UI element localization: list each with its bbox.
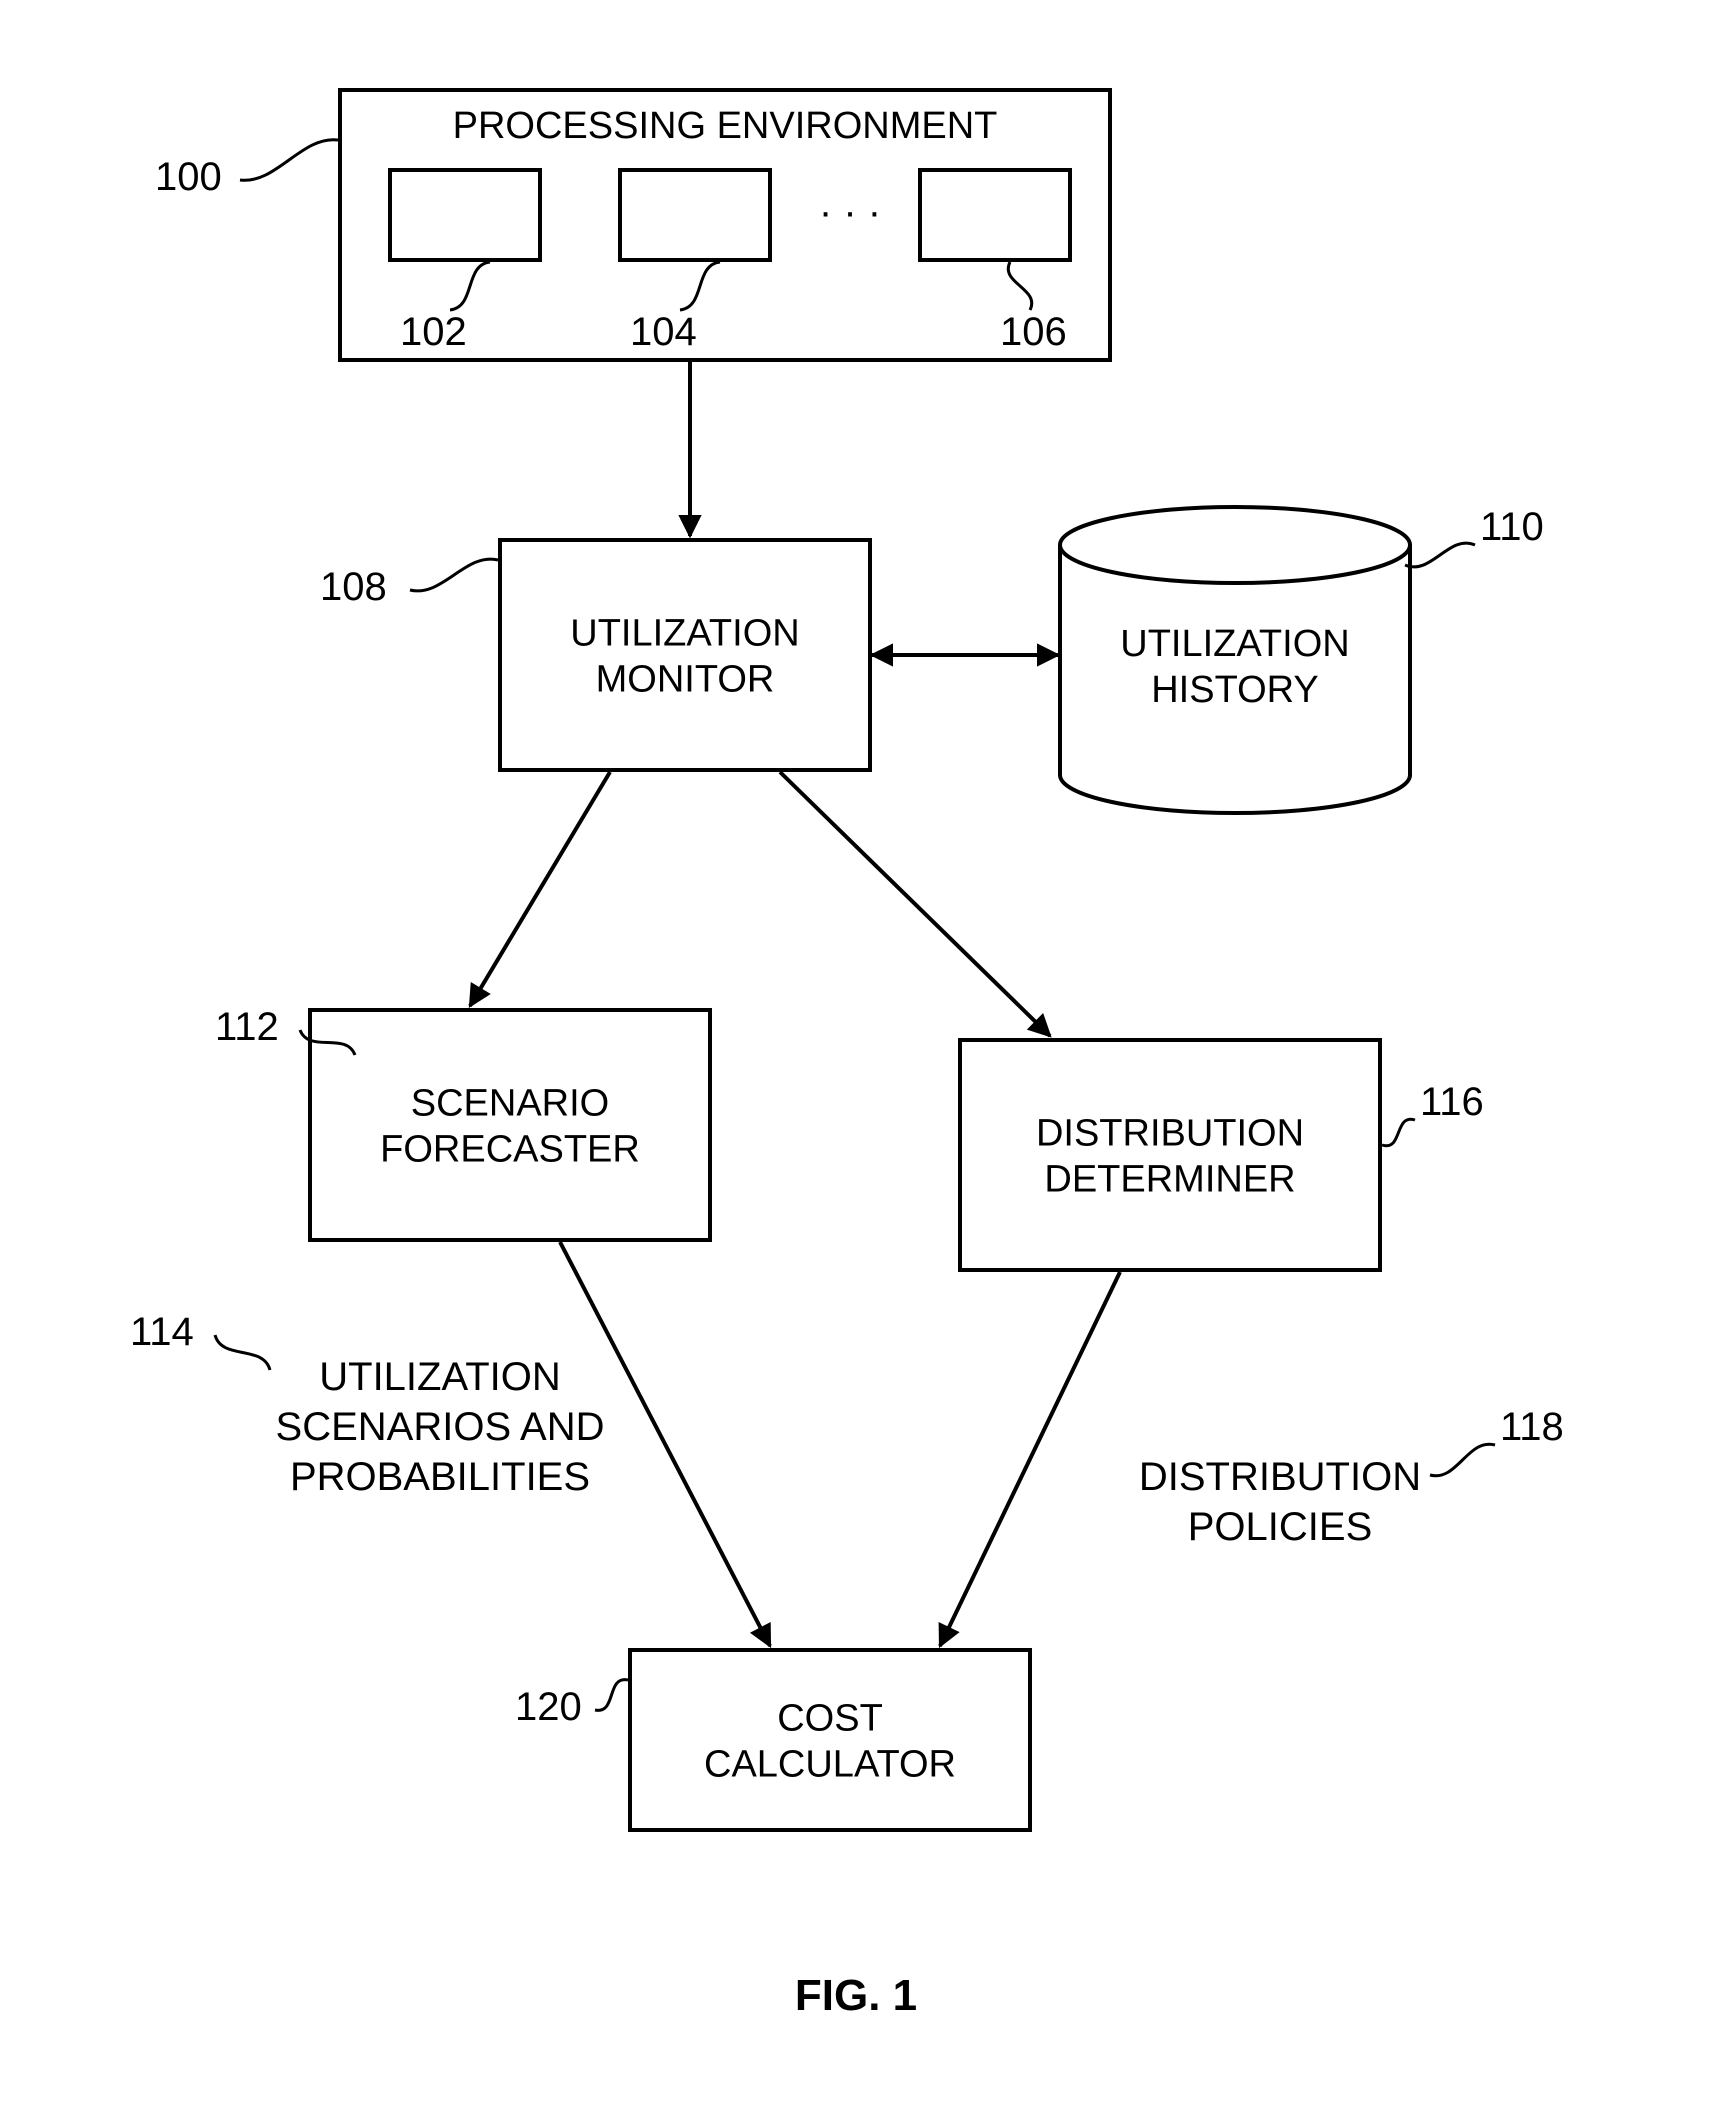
arrow-monitor_to_determiner [780,772,1050,1036]
ref-leader-104 [680,262,720,310]
ref-116: 116 [1382,1080,1484,1146]
box-label-monitor-0: UTILIZATION [570,612,799,654]
cylinder-label-1: HISTORY [1151,669,1319,711]
ref-114: 114 [130,1310,270,1370]
ref-102: 102 [400,262,490,354]
box-forecaster: SCENARIOFORECASTER [310,1010,710,1240]
box-label-determiner-1: DETERMINER [1044,1158,1295,1200]
cylinder-label-0: UTILIZATION [1120,623,1349,665]
box-label-forecaster-1: FORECASTER [380,1128,640,1170]
box-label-cost-1: CALCULATOR [704,1743,956,1785]
ref-leader-118 [1430,1444,1495,1476]
free-label-dist_pol-1: POLICIES [1188,1505,1373,1549]
ref-104: 104 [630,262,720,354]
ref-label-108: 108 [320,565,387,609]
ref-label-120: 120 [515,1685,582,1729]
ref-label-118: 118 [1500,1405,1564,1449]
figure-caption: FIG. 1 [795,1971,917,2020]
ellipsis: · · · [819,190,881,234]
ref-leader-114 [215,1335,270,1370]
ref-106: 106 [1000,262,1067,354]
free-label-dist_pol: DISTRIBUTION POLICIES [1139,1455,1421,1549]
ref-label-114: 114 [130,1310,194,1354]
box-label-monitor-1: MONITOR [596,658,775,700]
box-monitor: UTILIZATIONMONITOR [500,540,870,770]
box-label-env-0: PROCESSING ENVIRONMENT [453,105,998,147]
box-label-forecaster-0: SCENARIO [411,1082,609,1124]
box-label-determiner-0: DISTRIBUTION [1036,1112,1304,1154]
ref-leader-110 [1405,543,1475,567]
box-vm1 [390,170,540,260]
free-label-util_scen-2: PROBABILITIES [290,1455,590,1499]
free-label-util_scen: UTILIZATION SCENARIOS AND PROBABILITIES [276,1355,605,1499]
box-label-cost-0: COST [777,1697,883,1739]
box-determiner: DISTRIBUTIONDETERMINER [960,1040,1380,1270]
ref-leader-106 [1008,262,1032,310]
box-vm2 [620,170,770,260]
free-label-dist_pol-0: DISTRIBUTION [1139,1455,1421,1499]
free-label-util_scen-1: SCENARIOS AND [276,1405,605,1449]
free-label-util_scen-0: UTILIZATION [319,1355,560,1399]
arrow-determiner_to_cost [940,1272,1120,1646]
ref-label-110: 110 [1480,505,1544,549]
flowchart-diagram: PROCESSING ENVIRONMENTUTILIZATIONMONITOR… [0,0,1712,2108]
box-cost: COSTCALCULATOR [630,1650,1030,1830]
ref-leader-116 [1382,1119,1415,1146]
ref-108: 108 [320,559,498,609]
arrow-monitor_to_forecaster [470,772,610,1006]
ref-112: 112 [215,1005,355,1055]
ref-100: 100 [155,140,338,199]
ref-leader-100 [240,140,338,181]
ref-label-100: 100 [155,155,222,199]
ref-label-106: 106 [1000,310,1067,354]
ref-label-102: 102 [400,310,467,354]
ref-110: 110 [1405,505,1544,567]
ref-120: 120 [515,1680,628,1729]
ref-118: 118 [1430,1405,1564,1476]
ref-leader-120 [595,1680,628,1711]
ref-leader-102 [450,262,490,310]
cylinder-utilization-history: UTILIZATIONHISTORY [1060,507,1410,813]
box-vm3 [920,170,1070,260]
ref-label-112: 112 [215,1005,279,1049]
ref-label-104: 104 [630,310,697,354]
ref-label-116: 116 [1420,1080,1484,1124]
ref-leader-108 [410,559,498,591]
